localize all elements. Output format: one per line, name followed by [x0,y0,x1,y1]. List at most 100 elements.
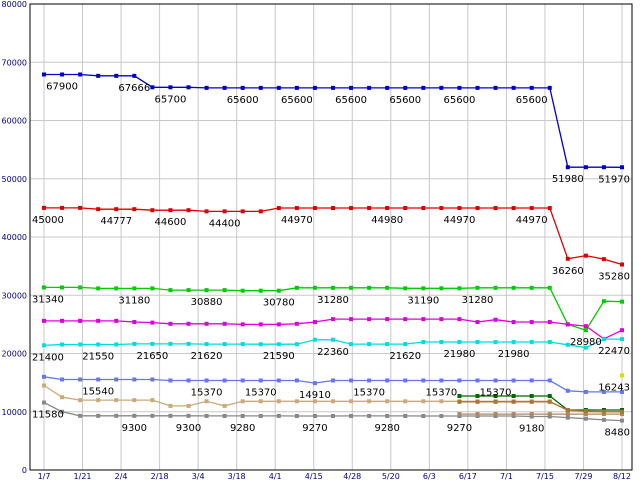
data-label: 15370 [425,387,457,398]
data-point [78,205,83,210]
data-point [367,399,372,404]
data-point [294,321,299,326]
x-tick-label: 6/17 [459,472,477,480]
data-label: 21620 [191,351,223,362]
data-label: 16243 [598,382,630,393]
data-label: 65600 [335,95,367,106]
data-point [439,378,444,383]
data-point [222,85,227,90]
data-point [529,85,534,90]
data-point [620,165,624,170]
data-point [583,389,588,394]
data-point [620,328,624,333]
data-point [583,409,588,414]
data-point [349,285,354,290]
data-point [150,85,155,90]
data-point [204,85,209,90]
data-point [276,322,281,327]
x-tick-label: 4/28 [343,472,361,480]
data-point [240,322,245,327]
data-label: 31190 [407,295,439,306]
data-point [547,285,552,290]
data-label: 31280 [462,295,494,306]
data-point [186,85,191,90]
data-point [583,328,588,333]
x-tick-label: 1/21 [74,472,92,480]
data-point [403,85,408,90]
data-label: 15370 [191,387,223,398]
data-point [601,389,606,394]
data-point [42,318,46,323]
series-line-6 [43,384,622,413]
x-tick-label: 7/1 [500,472,513,480]
data-label: 44970 [516,215,548,226]
data-label: 44980 [371,215,403,226]
data-point [457,206,462,211]
data-point [150,398,155,403]
data-point [385,285,390,290]
data-point [601,412,606,417]
data-label: 31340 [32,294,64,305]
data-point [168,208,173,213]
data-point [493,339,498,344]
data-point [511,85,516,90]
x-axis-ticks: 1/7 1/21 2/4 2/18 3/4 3/18 4/1 4/15 4/28 5/20 6/3 6… [38,472,631,480]
y-tick-label: 80000 [2,0,27,9]
data-point [42,72,46,77]
data-point [367,317,372,322]
data-point [331,378,335,383]
data-point [511,285,516,290]
series-lines [42,72,624,423]
x-tick-label: 7/15 [536,472,554,480]
data-point [367,85,372,90]
data-point [96,377,101,382]
data-point [601,165,606,170]
data-point [331,85,335,90]
data-point [258,413,263,418]
data-point [258,342,263,347]
data-point [186,403,191,408]
data-point [276,413,281,418]
data-point [457,85,462,90]
data-point [204,288,209,293]
data-point [493,412,498,417]
data-point [42,285,46,290]
data-point [583,345,588,350]
y-tick-label: 30000 [2,291,27,300]
data-point [258,399,263,404]
y-axis-ticks: 0 10000 20000 30000 40000 50000 60000 70000 8000… [2,0,27,475]
data-point [60,377,65,382]
data-point [439,414,444,419]
data-point [150,341,155,346]
data-point [204,399,209,404]
data-point [312,381,317,386]
data-point [421,339,426,344]
data-label: 65600 [227,95,259,106]
data-point [312,399,317,404]
data-point [367,378,372,383]
data-point [222,321,227,326]
data-point [349,378,354,383]
data-point [421,286,426,291]
data-point [565,388,570,393]
data-point [168,413,173,418]
data-point [186,288,191,293]
data-label: 22360 [317,347,349,358]
data-point [168,85,173,90]
data-point [258,85,263,90]
x-tick-label: 5/20 [382,472,400,480]
data-point [403,378,408,383]
data-point [42,400,46,405]
data-point [312,414,317,419]
plot-frame [29,3,633,471]
data-point [168,321,173,326]
data-point [439,286,444,291]
data-point [529,285,534,290]
data-point [132,320,137,325]
data-point [294,85,299,90]
y-tick-label: 10000 [2,408,27,417]
data-point [403,342,408,347]
data-label: 21980 [498,349,530,360]
data-point [78,377,83,382]
data-point [331,317,335,322]
